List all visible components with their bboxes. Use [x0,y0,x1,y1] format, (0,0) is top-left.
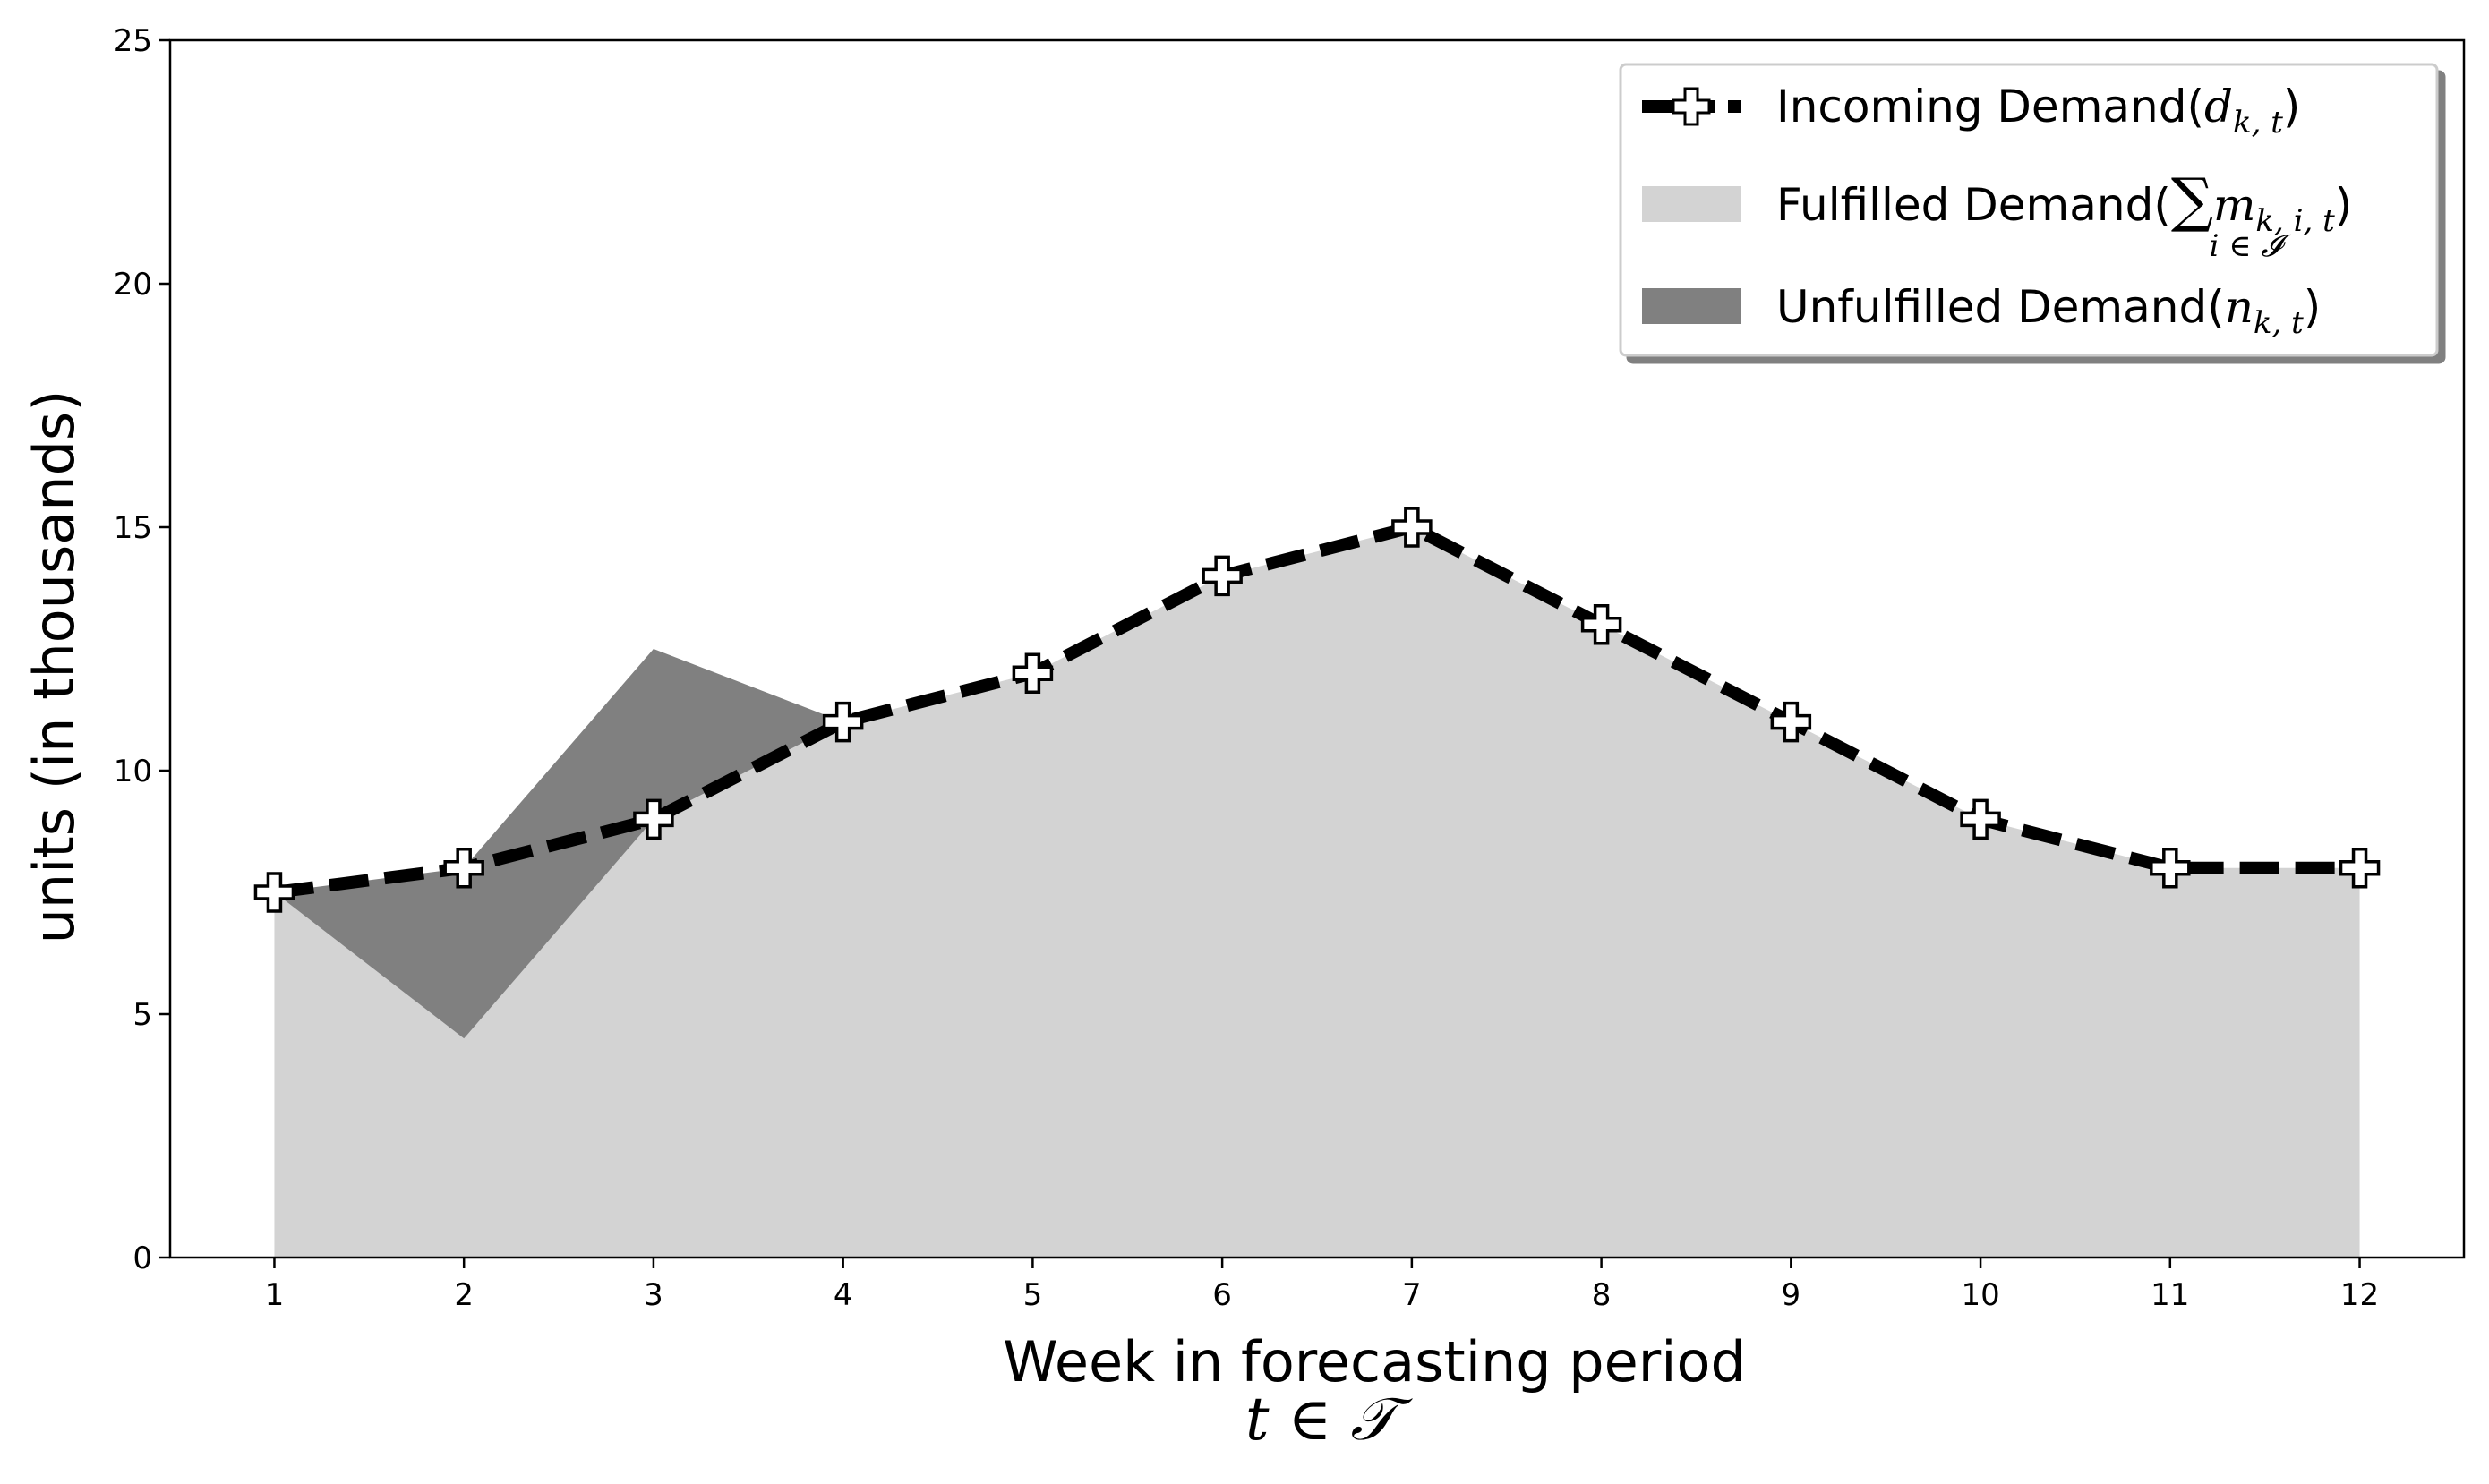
axes-frame [168,38,2466,1259]
demand-marker-week-3 [633,798,674,840]
demand-marker-week-4 [822,701,864,743]
legend-sum-symbol: ∑ [2171,166,2213,235]
demand-marker-week-7 [1391,507,1433,548]
y-tick-label: 10 [114,754,152,789]
demand-marker-week-1 [253,872,295,913]
x-tick-label: 9 [1782,1277,1801,1313]
legend-entry-unfulfilled-demand: Unfulfilled Demand(nk, t) [1642,281,2321,341]
legend-sub-incoming-demand: k, t [2233,105,2283,141]
demand-marker-week-12 [2339,848,2381,889]
svg-text:Unfulfilled Demand(nk, t): Unfulfilled Demand(nk, t) [1776,281,2321,341]
legend-sub-fulfilled-demand: k, i, t [2255,203,2335,239]
x-tick-label: 3 [644,1277,663,1313]
legend-entry-incoming-demand: Incoming Demand(dk, t) [1642,81,2300,141]
y-axis-title: units (in thousands) [21,390,87,944]
legend-entry-fulfilled-demand: Fulfilled Demand(∑mk, i, t) i ∈ 𝓘 [1642,166,2352,264]
legend-math-unfulfilled-demand: n [2225,281,2254,333]
x-tick-label: 5 [1023,1277,1043,1313]
demand-marker-week-2 [443,848,484,889]
y-tick-label: 15 [114,510,152,546]
x-axis-math-label: t ∈ 𝒯 [1245,1385,1413,1454]
legend-sum-index: i ∈ 𝓘 [2210,228,2292,264]
plus-marker-icon [1672,87,1711,126]
incoming-demand-line [273,521,2360,899]
demand-marker-week-6 [1202,555,1243,597]
x-tick-label: 2 [454,1277,474,1313]
y-tick-label: 25 [114,23,152,59]
legend-frame [1619,63,2439,357]
legend-label-fulfilled-demand: Fulfilled Demand [1776,179,2153,231]
legend-label-incoming-demand: Incoming Demand [1776,81,2186,132]
legend-swatch-unfulfilled [1642,288,1741,324]
x-tick-label: 10 [1961,1277,1999,1313]
y-tick-label: 20 [114,267,152,303]
legend-math-fulfilled-demand: m [2213,179,2255,231]
demand-marker-week-5 [1012,652,1054,694]
demand-marker-week-11 [2150,848,2191,889]
x-tick-label: 11 [2151,1277,2189,1313]
x-tick-label: 7 [1402,1277,1422,1313]
y-tick-label: 0 [133,1241,152,1276]
legend-math-incoming-demand: d [2204,81,2233,132]
legend-swatch-fulfilled [1642,186,1741,222]
plot-area [253,507,2381,1258]
x-axis-title: Week in forecasting period [1003,1329,1746,1394]
legend: Incoming Demand(dk, t) Fulfilled Demand(… [1619,63,2439,357]
x-tick-label: 4 [834,1277,853,1313]
demand-marker-week-8 [1580,604,1622,645]
demand-marker-week-9 [1770,701,1812,743]
x-tick-label: 8 [1592,1277,1612,1313]
x-tick-label: 12 [2340,1277,2379,1313]
demand-marker-week-10 [1960,798,2001,840]
legend-sub-unfulfilled-demand: k, t [2254,305,2304,341]
legend-label-unfulfilled-demand: Unfulfilled Demand [1776,281,2207,333]
y-tick-label: 5 [133,997,152,1033]
svg-text:Fulfilled Demand(∑mk, i, t): Fulfilled Demand(∑mk, i, t) [1776,166,2352,239]
x-tick-label: 1 [265,1277,285,1313]
svg-text:Incoming Demand(dk, t): Incoming Demand(dk, t) [1776,81,2300,141]
x-tick-label: 6 [1212,1277,1232,1313]
unfulfilled-demand-area [274,527,2360,1039]
